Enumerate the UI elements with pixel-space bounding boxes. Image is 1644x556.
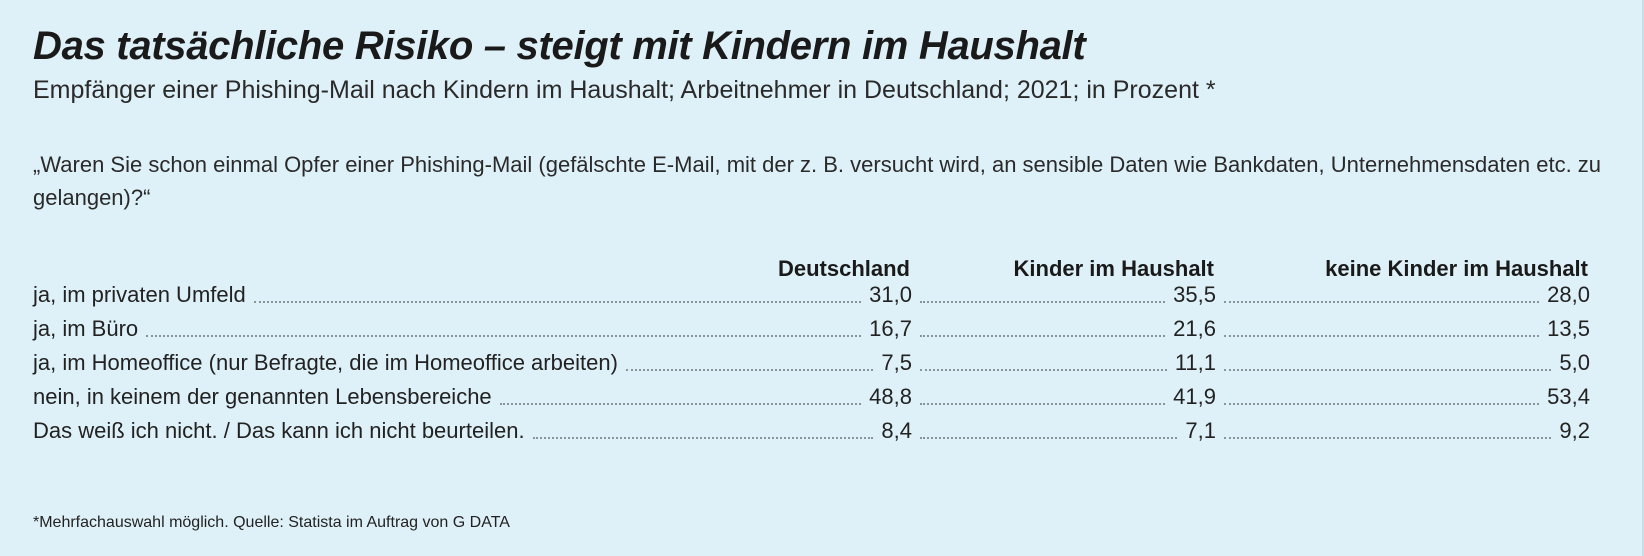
leader-dots: [1224, 335, 1539, 337]
table-cell-value: 16,7: [869, 316, 912, 341]
leader-dots: [500, 403, 861, 405]
table-cell-value: 48,8: [869, 384, 912, 409]
row-label: nein, in keinem der genannten Lebensbere…: [33, 384, 492, 409]
leader-dots: [920, 369, 1167, 371]
table-cell-value: 7,5: [881, 350, 912, 375]
chart-subtitle: Empfänger einer Phishing-Mail nach Kinde…: [33, 76, 1216, 104]
leader-dots: [920, 301, 1165, 303]
column-header-kinder: Kinder im Haushalt: [1013, 256, 1214, 281]
leader-dots: [146, 335, 861, 337]
leader-dots: [626, 369, 873, 371]
leader-dots: [920, 437, 1177, 439]
table-row: ja, im Büro 16,7 21,6 13,5: [0, 316, 1644, 346]
table-cell-value: 28,0: [1547, 282, 1590, 307]
table-cell-value: 8,4: [881, 418, 912, 443]
table-cell-value: 35,5: [1173, 282, 1216, 307]
row-label: ja, im Homeoffice (nur Befragte, die im …: [33, 350, 618, 375]
table-cell-value: 53,4: [1547, 384, 1590, 409]
column-header-deutschland: Deutschland: [777, 256, 910, 281]
table-row: ja, im Homeoffice (nur Befragte, die im …: [0, 350, 1644, 380]
table-cell-value: 9,2: [1559, 418, 1590, 443]
leader-dots: [1224, 369, 1551, 371]
table-cell-value: 13,5: [1547, 316, 1590, 341]
leader-dots: [920, 403, 1165, 405]
table-row: Das weiß ich nicht. / Das kann ich nicht…: [0, 418, 1644, 448]
table-cell-value: 7,1: [1185, 418, 1216, 443]
table-row: ja, im privaten Umfeld 31,0 35,5 28,0: [0, 282, 1644, 312]
survey-question: „Waren Sie schon einmal Opfer einer Phis…: [33, 152, 1602, 210]
leader-dots: [1224, 301, 1539, 303]
row-label: Das weiß ich nicht. / Das kann ich nicht…: [33, 418, 525, 443]
leader-dots: [533, 437, 873, 439]
table-cell-value: 11,1: [1174, 350, 1216, 375]
table-cell-value: 5,0: [1559, 350, 1590, 375]
table-row: nein, in keinem der genannten Lebensbere…: [0, 384, 1644, 414]
leader-dots: [1224, 437, 1551, 439]
table-cell-value: 41,9: [1173, 384, 1216, 409]
column-header-keine-kinder: keine Kinder im Haushalt: [1325, 256, 1588, 281]
leader-dots: [254, 301, 861, 303]
footnote-source: *Mehrfachauswahl möglich. Quelle: Statis…: [33, 514, 510, 531]
chart-title: Das tatsächliche Risiko – steigt mit Kin…: [33, 24, 1086, 68]
table-cell-value: 31,0: [869, 282, 912, 307]
table-cell-value: 21,6: [1173, 316, 1216, 341]
leader-dots: [1224, 403, 1539, 405]
row-label: ja, im Büro: [33, 316, 139, 341]
row-label: ja, im privaten Umfeld: [33, 282, 246, 307]
leader-dots: [920, 335, 1165, 337]
